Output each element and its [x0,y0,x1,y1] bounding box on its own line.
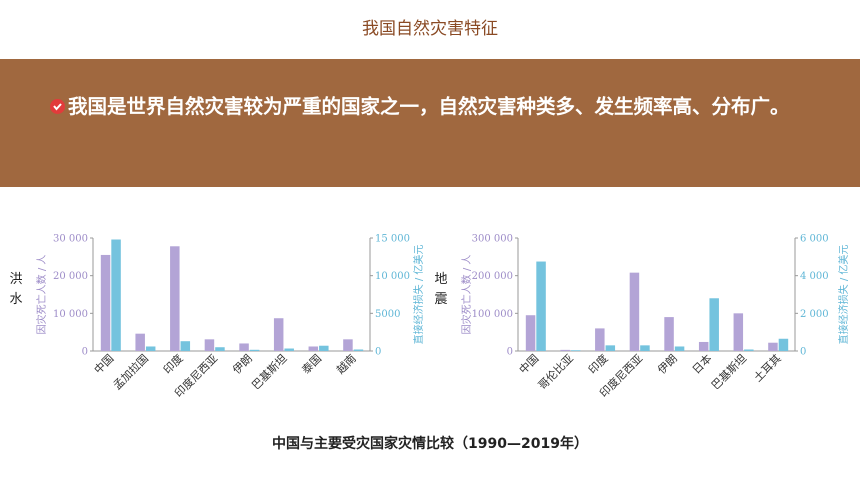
flood-deaths-bar [239,343,249,351]
quake-loss-bar [709,298,719,351]
figure-caption: 中国与主要受灾国家灾情比较（1990—2019年） [272,436,588,452]
quake-left-tick-label: 200 000 [472,271,513,282]
flood-side-label: 洪水 [9,272,23,307]
flood-deaths-bar [100,254,111,351]
quake-deaths-bar [595,328,605,351]
quake-left-tick-label: 100 000 [472,309,513,320]
quake-loss-bar [674,346,685,351]
flood-category-label: 巴基斯坦 [249,351,290,392]
flood-loss-bar [284,348,294,351]
quake-left-axis-title: 因灾死亡人数 / 人 [460,255,473,335]
flood-deaths-bar [135,333,145,351]
flood-category-label: 伊朗 [230,352,255,377]
earthquake-side-label: 地震 [434,272,448,307]
flood-deaths-bar [204,339,215,351]
flood-deaths-bar [273,318,284,351]
quake-loss-bar [744,349,754,351]
flood-loss-bar [145,346,156,351]
flood-left-tick-label: 20 000 [53,271,88,282]
quake-left-tick-label: 300 000 [472,234,513,245]
flood-deaths-bar [308,346,319,351]
banner-text: 我国是世界自然灾害较为严重的国家之一，自然灾害种类多、发生频率高、分布广。 [50,87,820,127]
flood-deaths-bar [170,246,180,351]
flood-left-tick-label: 30 000 [53,234,88,245]
flood-loss-bar [249,349,260,351]
quake-loss-bar [605,345,616,351]
quake-category-label: 哥伦比亚 [535,351,576,392]
quake-loss-bar [536,261,546,351]
flood-category-label: 泰国 [299,351,324,376]
flood-loss-bar [180,341,191,351]
quake-deaths-bar [698,341,709,351]
flood-category-label: 孟加拉国 [110,351,151,392]
flood-chart: 0 10 000 20 000 30 000 0 5000 10 000 15 000 因灾死亡… [35,234,425,401]
flood-right-axis-title: 直接经济损失 / 亿美元 [412,245,425,345]
quake-deaths-bar [560,349,570,351]
flood-loss-bar [319,345,329,351]
flood-right-tick-label: 0 [375,347,381,358]
quake-loss-bar [570,350,581,351]
quake-right-tick-label: 0 [800,347,806,358]
quake-loss-bar [778,338,789,351]
flood-loss-bar [215,347,225,351]
quake-category-label: 土耳其 [751,352,784,385]
flood-category-label: 中国 [92,352,117,377]
flood-right-tick-label: 10 000 [375,271,410,282]
quake-deaths-bar [525,315,536,351]
flood-left-axis-title: 因灾死亡人数 / 人 [35,255,48,335]
flood-category-label: 印度 [160,351,185,376]
flood-right-tick-label: 15 000 [375,234,410,245]
quake-category-label: 伊朗 [655,352,680,377]
flood-left-tick-label: 0 [82,347,88,358]
quake-category-label: 巴基斯坦 [708,351,749,392]
heart-bullet-icon [50,99,65,114]
page-title: 我国自然灾害特征 [362,19,498,39]
quake-right-tick-label: 2 000 [800,309,829,320]
quake-category-label: 中国 [517,352,542,377]
flood-deaths-bar [343,339,353,351]
quake-right-axis-title: 直接经济损失 / 亿美元 [837,245,850,345]
quake-deaths-bar [629,272,640,351]
quake-deaths-bar [768,342,778,351]
quake-deaths-bar [664,317,674,351]
flood-loss-bar [111,239,121,351]
flood-category-label: 越南 [333,351,358,376]
flood-left-tick-label: 10 000 [53,309,88,320]
quake-deaths-bar [733,313,744,351]
quake-right-tick-label: 4 000 [800,271,829,282]
quake-loss-bar [640,345,650,351]
quake-right-tick-label: 6 000 [800,234,829,245]
banner-text-content: 我国是世界自然灾害较为严重的国家之一，自然灾害种类多、发生频率高、分布广。 [68,95,790,118]
banner [0,59,860,187]
quake-left-tick-label: 0 [507,347,513,358]
earthquake-chart: 0 100 000 200 000 300 000 0 2 000 4 000 6 000 因灾… [460,234,850,401]
quake-category-label: 印度 [585,351,610,376]
flood-loss-bar [353,349,364,351]
quake-category-label: 日本 [689,351,714,376]
flood-right-tick-label: 5000 [375,309,400,320]
